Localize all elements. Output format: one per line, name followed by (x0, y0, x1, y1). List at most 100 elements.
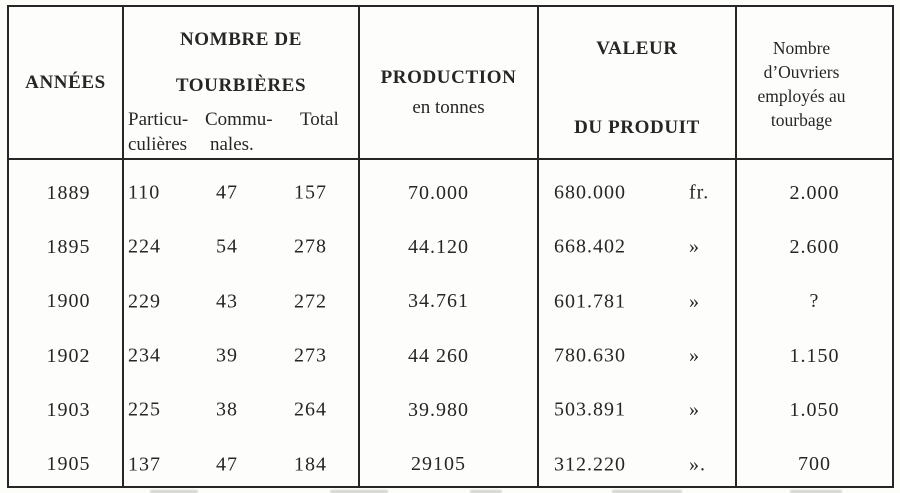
valeur-value: 780.630 (554, 344, 626, 367)
valeur-unit: » (689, 290, 700, 313)
year-cell: 1905 (9, 431, 124, 486)
scan-artifact (330, 490, 388, 493)
scan-artifact (470, 490, 502, 493)
valeur-cell: 503.891 » (539, 377, 737, 432)
communales-value: 38 (216, 398, 238, 421)
communales-value: 39 (216, 344, 238, 367)
tourbieres-title-line1: NOMBRE DE (179, 29, 303, 50)
valeur-value: 601.781 (554, 290, 626, 313)
total-value: 157 (294, 181, 327, 204)
communales-value: 54 (216, 235, 238, 258)
ouvriers-cell: 2.000 (737, 160, 892, 214)
ouvriers-cell: ? (737, 269, 892, 323)
production-value: 44.120 (408, 235, 469, 258)
subheader-communales-line2: nales. (210, 134, 254, 155)
production-cell: 70.000 (360, 160, 539, 215)
valeur-value: 503.891 (554, 398, 626, 421)
tourbieres-cell: 225 38 264 (124, 377, 360, 432)
year-value: 1902 (46, 344, 91, 367)
statistics-table: ANNÉES NOMBRE DE TOURBIÈRES Particu- Com… (7, 5, 894, 488)
year-cell: 1902 (9, 322, 124, 378)
total-value: 264 (294, 398, 327, 421)
production-cell: 29105 (360, 431, 539, 486)
subheader-particulieres-line2: culières (128, 134, 188, 155)
valeur-cell: 668.402 » (539, 214, 737, 269)
total-value: 278 (294, 235, 327, 258)
production-subtitle: en tonnes (412, 97, 485, 118)
subheader-total: Total (300, 109, 339, 130)
ouvriers-header-line3: employés au (757, 85, 846, 106)
year-value: 1905 (46, 453, 91, 476)
communales-value: 47 (216, 453, 238, 476)
valeur-unit: » (689, 398, 700, 421)
production-title: PRODUCTION (380, 67, 517, 88)
production-value: 39.980 (408, 398, 469, 421)
valeur-value: 680.000 (554, 181, 626, 204)
valeur-cell: 780.630 » (539, 322, 737, 378)
particulieres-value: 110 (128, 181, 161, 204)
valeur-title-line2: DU PRODUIT (574, 117, 700, 138)
production-cell: 34.761 (360, 268, 539, 323)
ouvriers-cell: 1.050 (737, 377, 892, 431)
column-header-tourbieres: NOMBRE DE TOURBIÈRES Particu- Commu- Tot… (124, 7, 360, 160)
ouvriers-value: ? (809, 290, 820, 313)
year-value: 1895 (46, 235, 91, 258)
production-cell: 39.980 (360, 377, 539, 432)
production-value: 34.761 (408, 290, 469, 313)
column-header-ouvriers: Nombre d’Ouvriers employés au tourbage (737, 7, 892, 160)
year-value: 1889 (46, 181, 91, 204)
particulieres-value: 229 (128, 290, 161, 313)
ouvriers-value: 2.000 (789, 181, 840, 204)
column-header-annees: ANNÉES (9, 7, 124, 160)
tourbieres-cell: 224 54 278 (124, 214, 360, 269)
valeur-title-line1: VALEUR (596, 38, 678, 59)
ouvriers-value: 1.150 (789, 344, 840, 367)
ouvriers-header-line1: Nombre (772, 37, 831, 58)
scan-artifact (790, 490, 842, 493)
tourbieres-cell: 229 43 272 (124, 268, 360, 323)
scan-artifact (150, 490, 198, 493)
ouvriers-header-line4: tourbage (770, 109, 833, 130)
particulieres-value: 225 (128, 398, 161, 421)
communales-value: 47 (216, 181, 238, 204)
annees-label: ANNÉES (25, 71, 106, 93)
subheader-communales-line1: Commu- (205, 109, 273, 130)
valeur-unit: » (689, 344, 700, 367)
production-value: 44 260 (408, 344, 469, 367)
column-header-valeur: VALEUR DU PRODUIT (539, 7, 737, 160)
particulieres-value: 234 (128, 344, 161, 367)
valeur-value: 312.220 (554, 453, 626, 476)
ouvriers-cell: 700 (737, 432, 892, 486)
total-value: 184 (294, 453, 327, 476)
valeur-unit: » (689, 235, 700, 258)
tourbieres-cell: 234 39 273 (124, 322, 360, 378)
subheader-particulieres-line1: Particu- (128, 109, 189, 130)
ouvriers-value: 700 (798, 453, 831, 476)
year-cell: 1903 (9, 377, 124, 432)
year-cell: 1900 (9, 268, 124, 323)
tourbieres-cell: 110 47 157 (124, 160, 360, 215)
valeur-cell: 312.220 ». (539, 431, 737, 486)
year-value: 1900 (46, 290, 91, 313)
tourbieres-cell: 137 47 184 (124, 431, 360, 486)
valeur-cell: 680.000 fr. (539, 160, 737, 215)
year-cell: 1889 (9, 160, 124, 215)
communales-value: 43 (216, 290, 238, 313)
valeur-unit: fr. (689, 181, 710, 204)
total-value: 273 (294, 344, 327, 367)
valeur-value: 668.402 (554, 235, 626, 258)
ouvriers-header-line2: d’Ouvriers (763, 61, 840, 82)
valeur-unit: ». (689, 453, 706, 476)
ouvriers-cell: 2.600 (737, 214, 892, 268)
ouvriers-value: 2.600 (789, 235, 840, 258)
year-value: 1903 (46, 398, 91, 421)
column-header-production: PRODUCTION en tonnes (360, 7, 539, 160)
total-value: 272 (294, 290, 327, 313)
tourbieres-title-line2: TOURBIÈRES (175, 75, 307, 96)
ouvriers-value: 1.050 (789, 398, 840, 421)
particulieres-value: 137 (128, 453, 161, 476)
production-value: 29105 (411, 453, 466, 476)
valeur-cell: 601.781 » (539, 268, 737, 323)
production-value: 70.000 (408, 181, 469, 204)
production-cell: 44.120 (360, 214, 539, 269)
